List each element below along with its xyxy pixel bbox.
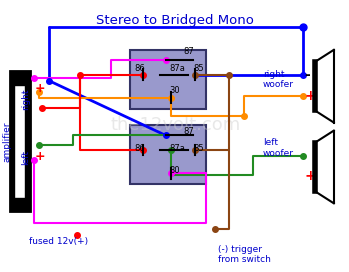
Text: 86: 86 bbox=[135, 144, 146, 153]
Bar bbox=[14, 85, 25, 198]
Text: 85: 85 bbox=[193, 64, 204, 73]
Bar bbox=[130, 50, 206, 109]
Text: +: + bbox=[35, 150, 45, 163]
Text: left: left bbox=[22, 150, 31, 165]
Text: 85: 85 bbox=[193, 144, 204, 153]
Text: left
woofer: left woofer bbox=[263, 138, 294, 158]
Text: the12volt.com: the12volt.com bbox=[110, 116, 240, 134]
Text: right: right bbox=[22, 89, 31, 110]
Text: 30: 30 bbox=[169, 166, 179, 175]
Text: 87a: 87a bbox=[169, 64, 185, 73]
Text: 87: 87 bbox=[183, 128, 194, 137]
Text: +: + bbox=[304, 169, 316, 183]
Bar bbox=[9, 71, 30, 211]
Text: 30: 30 bbox=[169, 86, 179, 95]
Text: +: + bbox=[35, 82, 45, 95]
Text: 87a: 87a bbox=[169, 144, 185, 153]
Text: (-) trigger
from switch: (-) trigger from switch bbox=[218, 245, 271, 264]
Text: -: - bbox=[304, 69, 310, 82]
Text: 87: 87 bbox=[183, 47, 194, 56]
Text: 86: 86 bbox=[135, 64, 146, 73]
Text: Stereo to Bridged Mono: Stereo to Bridged Mono bbox=[96, 14, 254, 26]
Bar bbox=[130, 125, 206, 184]
Text: amplifier: amplifier bbox=[2, 121, 11, 162]
Text: fused 12v(+): fused 12v(+) bbox=[29, 237, 88, 246]
Text: right
woofer: right woofer bbox=[263, 70, 294, 89]
Text: +: + bbox=[304, 89, 316, 103]
